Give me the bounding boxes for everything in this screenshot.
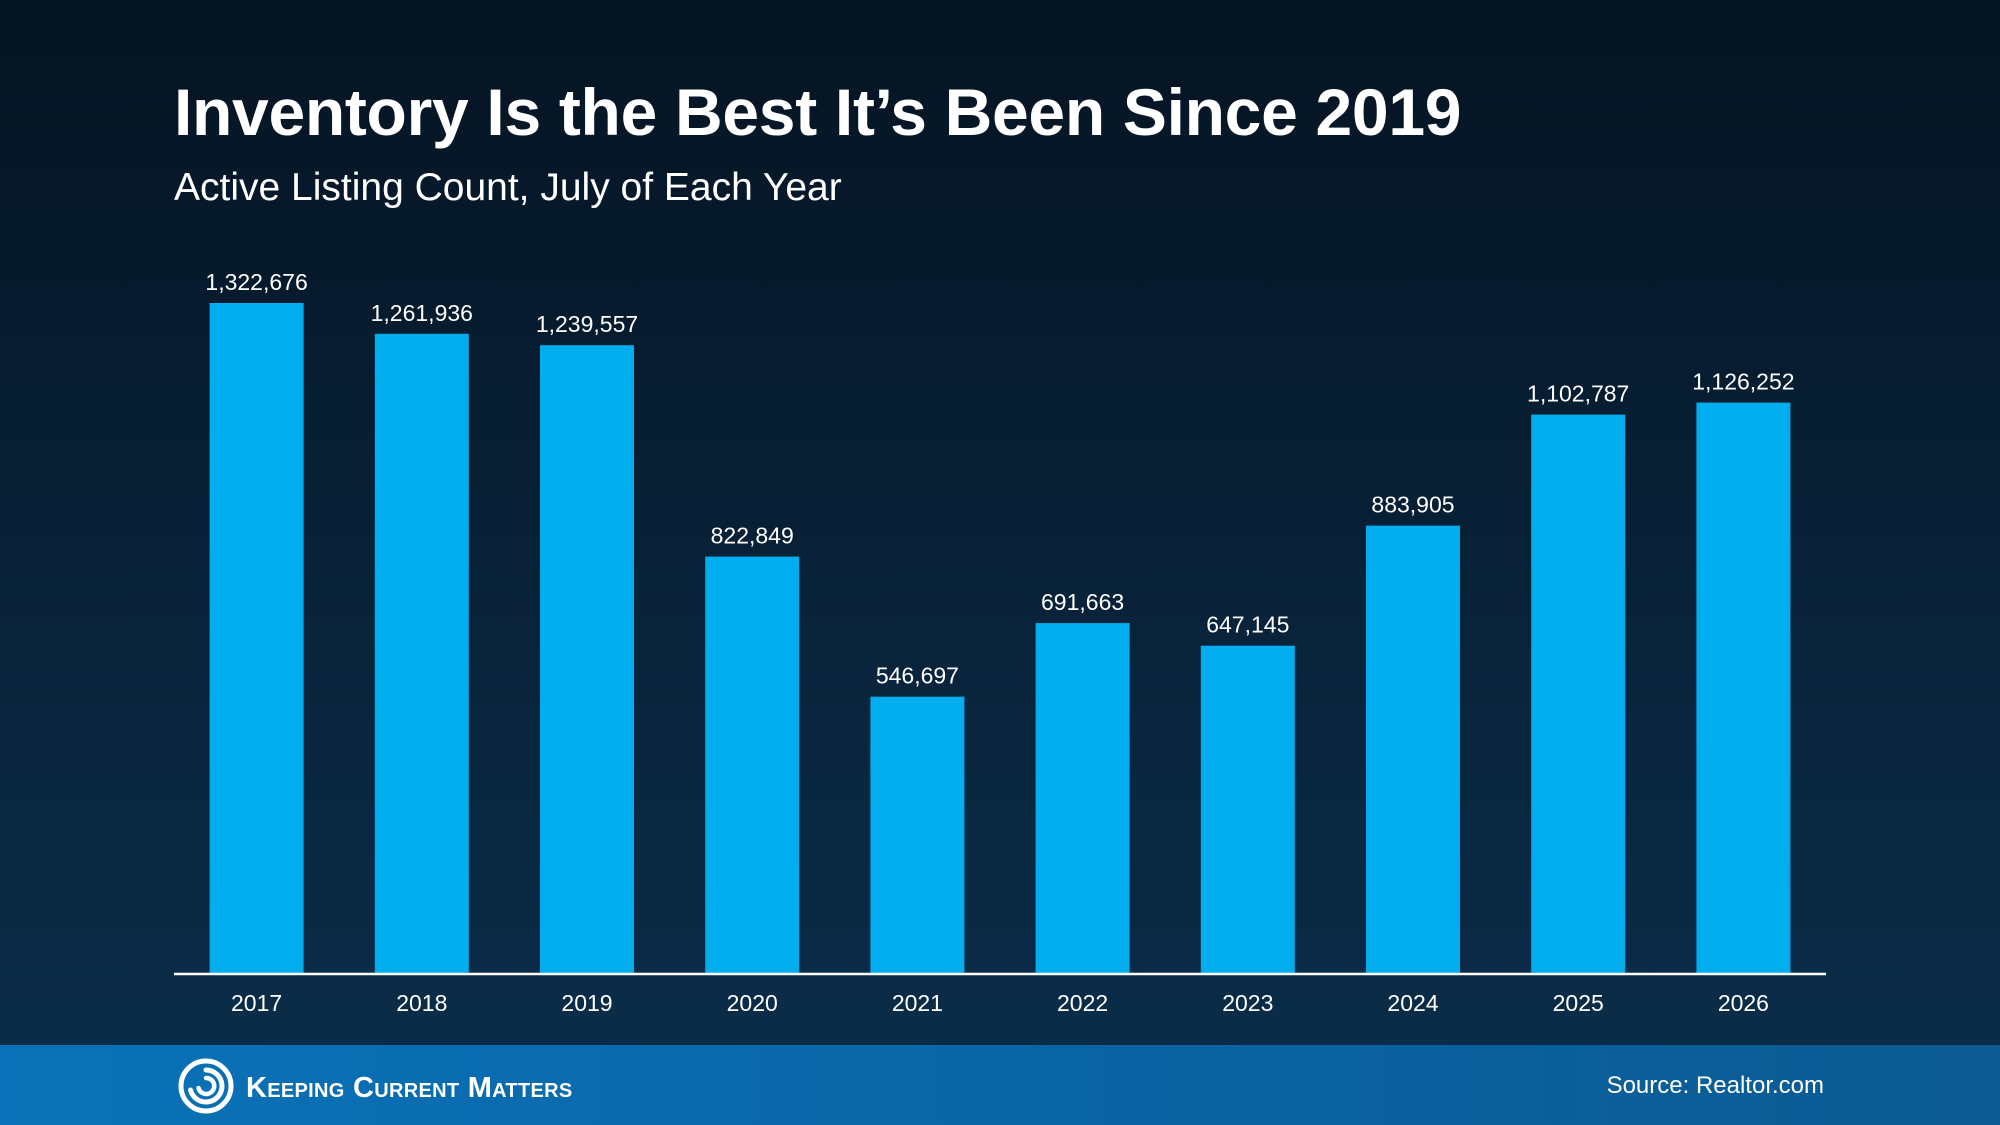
value-label-2022: 691,663	[1041, 589, 1124, 615]
bar-2019	[540, 345, 634, 974]
bar-2018	[374, 333, 469, 974]
x-tick-label-2022: 2022	[1057, 990, 1108, 1016]
value-labels-group: 1,322,676 1,261,936 1,239,557 822,849 546,69…	[205, 269, 1794, 689]
bar-2021	[870, 696, 965, 974]
x-tick-labels-group: 2017 2018 2019 2020 2021 2022 2023 2024 2025 2026	[231, 990, 1769, 1016]
value-label-2021: 546,697	[876, 663, 959, 689]
bar-2020	[705, 556, 800, 974]
bar-2026	[1696, 402, 1791, 975]
bar-2022	[1035, 623, 1130, 974]
x-tick-label-2023: 2023	[1222, 990, 1273, 1016]
x-tick-label-2026: 2026	[1718, 990, 1769, 1016]
bar-2017	[209, 303, 304, 974]
brand-name: Keeping Current Matters	[246, 1072, 573, 1104]
bar-2024	[1366, 525, 1460, 974]
bar-chart: 1,322,676 1,261,936 1,239,557 822,849 546,69…	[205, 269, 1794, 1016]
value-label-2017: 1,322,676	[205, 269, 307, 295]
value-label-2025: 1,102,787	[1527, 381, 1629, 407]
kcm-swirl-logo-icon	[178, 1058, 234, 1114]
value-label-2023: 647,145	[1206, 612, 1289, 638]
x-tick-label-2019: 2019	[561, 990, 612, 1016]
x-tick-label-2021: 2021	[892, 990, 943, 1016]
footer-bar: Keeping Current Matters Source: Realtor.…	[0, 1045, 2000, 1125]
x-tick-label-2018: 2018	[396, 990, 447, 1016]
value-label-2019: 1,239,557	[536, 311, 638, 337]
value-label-2020: 822,849	[711, 523, 794, 549]
bars-group	[209, 303, 1791, 975]
x-tick-label-2020: 2020	[727, 990, 778, 1016]
bar-2023	[1200, 645, 1295, 974]
value-label-2026: 1,126,252	[1692, 369, 1794, 395]
source-text: Source: Realtor.com	[1606, 1072, 1824, 1099]
chart-title: Inventory Is the Best It’s Been Since 20…	[174, 75, 1462, 149]
chart-subtitle: Active Listing Count, July of Each Year	[174, 166, 842, 209]
x-tick-label-2025: 2025	[1553, 990, 1604, 1016]
x-tick-label-2017: 2017	[231, 990, 282, 1016]
bar-2025	[1531, 414, 1626, 975]
x-tick-label-2024: 2024	[1387, 990, 1438, 1016]
value-label-2018: 1,261,936	[371, 300, 473, 326]
value-label-2024: 883,905	[1371, 492, 1454, 518]
